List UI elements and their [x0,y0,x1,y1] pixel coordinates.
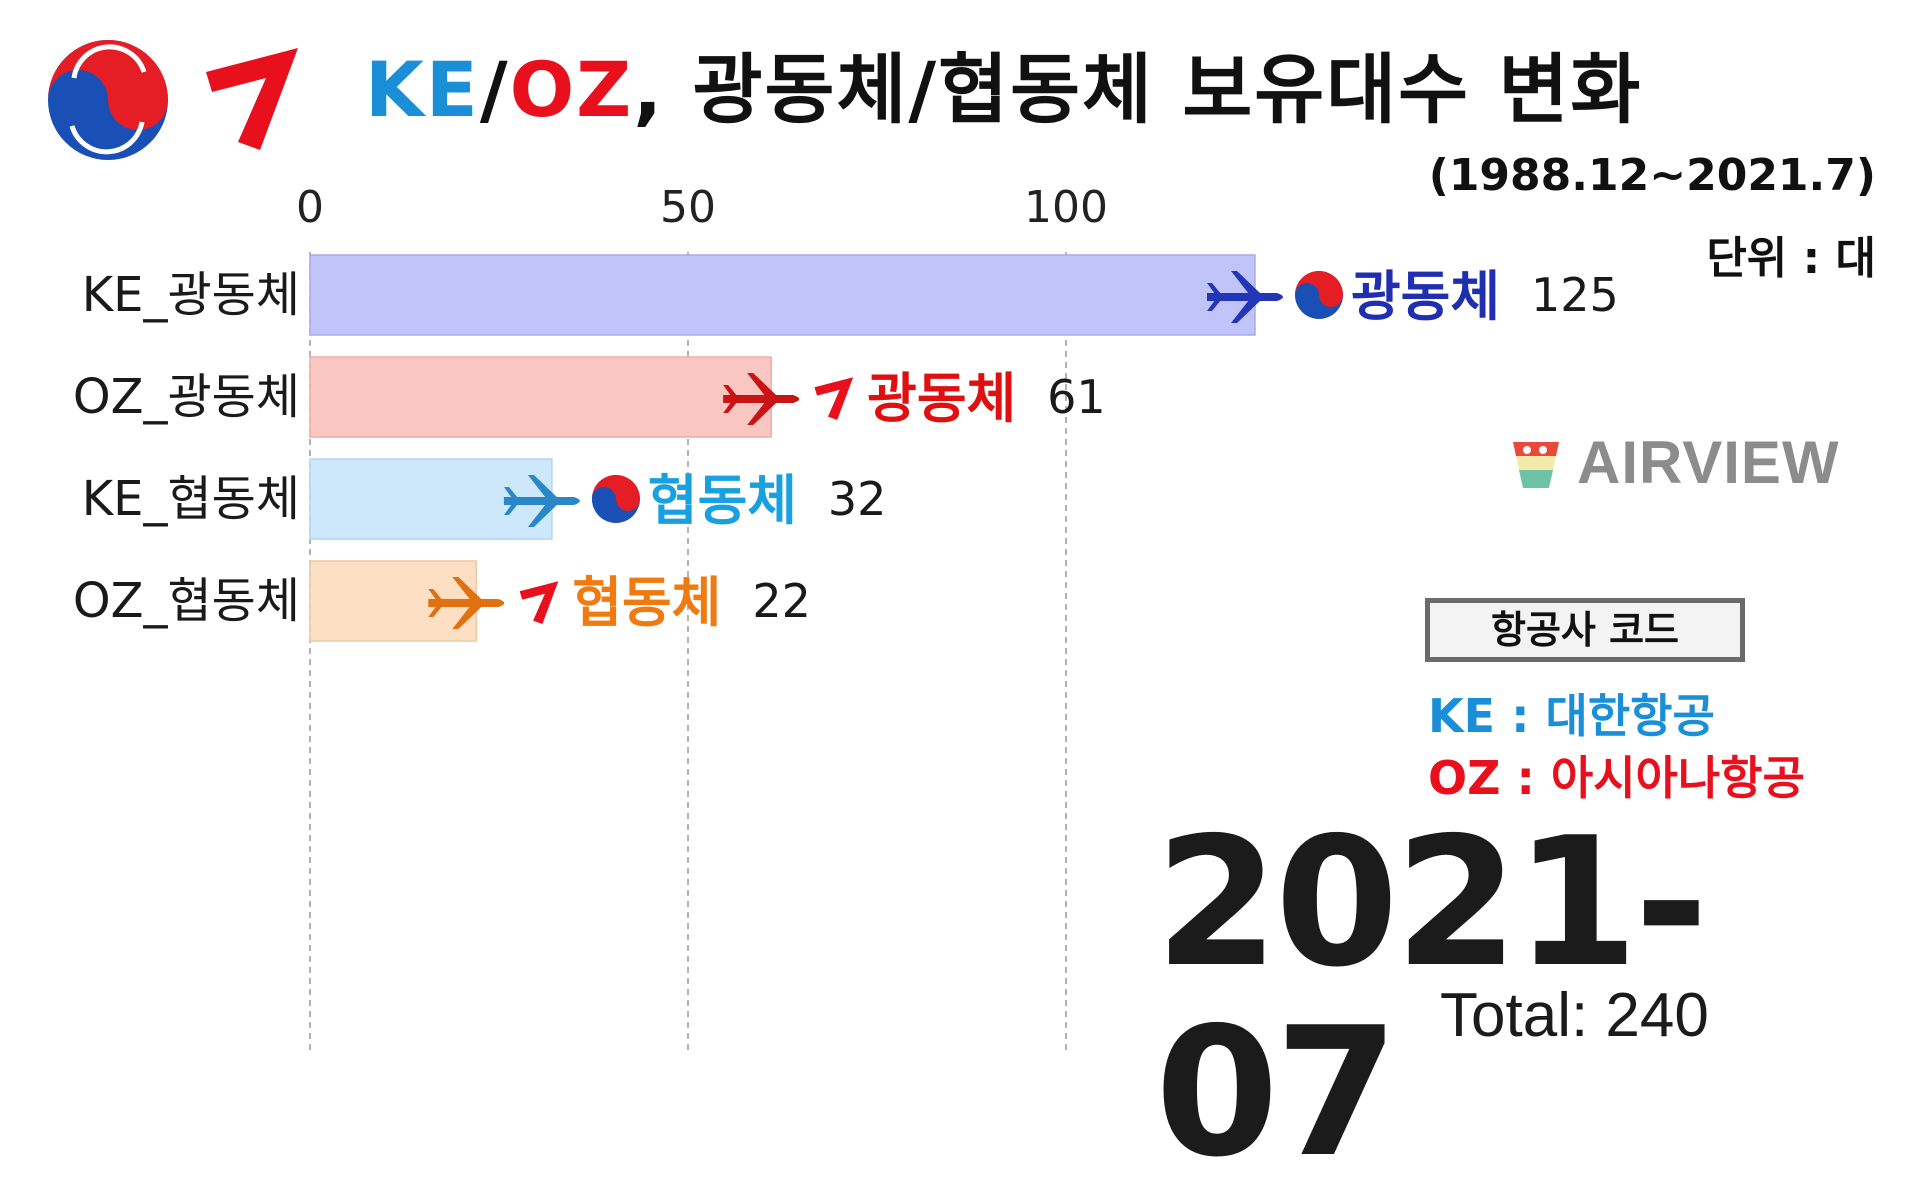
category-label: OZ_광동체 [73,369,300,425]
airview-watermark: AIRVIEW [1505,428,1840,497]
bar-badge-label: 광동체 [867,367,1016,430]
bar-badge-label: 협동체 [648,469,797,532]
title-slash: / [479,45,510,134]
airplane-icon [503,475,580,527]
airline-code-heading: 항공사 코드 [1425,598,1745,662]
title-oz: OZ [509,45,634,134]
airplane-icon [723,373,800,425]
value-label: 61 [1047,370,1106,424]
airview-logo-icon [1513,441,1559,488]
bar [309,356,772,438]
bar [309,254,1256,336]
korean-air-logo [48,40,168,160]
unit-label: 단위 : 대 [1706,233,1876,284]
x-tick-label: 50 [660,182,716,233]
title-ke: KE [365,45,480,134]
airline-code-oz: OZ : 아시아나항공 [1428,751,1805,805]
bar-badge-label: 광동체 [1351,265,1500,328]
bar-badge-label: 협동체 [572,571,721,634]
title-rest: , 광동체/협동체 보유대수 변화 [633,45,1643,134]
bar-chart-race-frame: KE/OZ, 광동체/협동체 보유대수 변화 (1988.12~2021.7) … [48,40,1876,1188]
airline-code-ke: KE : 대한항공 [1428,689,1715,743]
x-tick-label: 100 [1024,182,1108,233]
korean-air-mini-logo [1295,271,1343,319]
watermark-text: AIRVIEW [1577,429,1840,496]
korean-air-mini-logo [591,475,640,523]
x-tick-label: 0 [296,182,324,233]
asiana-logo [206,48,298,150]
chart-title: KE/OZ, 광동체/협동체 보유대수 변화 [365,40,1642,140]
date-range-subtitle: (1988.12~2021.7) [1428,150,1876,201]
category-label: KE_협동체 [82,471,300,527]
asiana-mini-logo [814,377,854,421]
total-count: Total: 240 [1440,981,1709,1050]
category-label: KE_광동체 [82,267,300,323]
value-label: 22 [752,574,811,628]
airplane-icon [428,577,505,629]
value-label: 125 [1531,268,1619,322]
airplane-icon [1207,271,1283,323]
category-label: OZ_협동체 [73,573,300,629]
asiana-mini-logo [519,581,559,625]
value-label: 32 [828,472,887,526]
